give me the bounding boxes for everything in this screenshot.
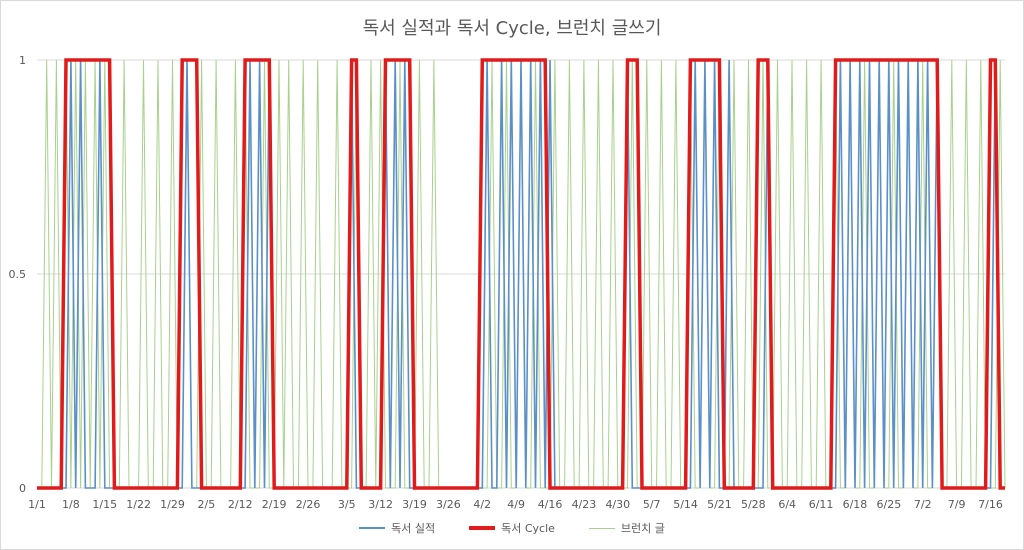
legend-swatch-blue (359, 527, 386, 529)
x-tick-label: 1/1 (28, 498, 46, 511)
x-tick-label: 5/14 (673, 498, 698, 511)
x-tick-label: 7/9 (948, 498, 966, 511)
y-tick-label: 1 (19, 54, 26, 67)
x-tick-label: 2/26 (296, 498, 321, 511)
legend-item-brunch: 브런치 글 (588, 520, 665, 536)
x-tick-label: 3/12 (368, 498, 393, 511)
x-tick-label: 5/28 (741, 498, 766, 511)
x-tick-label: 1/8 (62, 498, 80, 511)
x-tick-label: 4/16 (538, 498, 563, 511)
x-tick-label: 6/25 (876, 498, 901, 511)
series-reading-cycle (37, 58, 1005, 490)
x-tick-label: 6/4 (778, 498, 796, 511)
x-tick-label: 5/7 (643, 498, 661, 511)
y-tick-labels: 00.51 (9, 54, 27, 495)
x-tick-label: 6/18 (843, 498, 868, 511)
y-tick-label: 0 (19, 482, 26, 495)
legend-label: 독서 Cycle (501, 522, 555, 535)
series-line-reading-cycle (37, 58, 1005, 490)
legend-label: 브런치 글 (620, 522, 665, 535)
legend-item-reading-actual: 독서 실적 (359, 520, 435, 536)
x-tick-labels: 1/1 1/8 1/15 1/22 1/29 2/5 2/12 2/19 2/26 3/5 3/12… (28, 498, 1003, 511)
x-tick-label: 4/2 (473, 498, 491, 511)
x-tick-label: 2/19 (262, 498, 287, 511)
x-tick-label: 1/15 (92, 498, 117, 511)
x-tick-label: 1/29 (160, 498, 185, 511)
chart-title: 독서 실적과 독서 Cycle, 브런치 글쓰기 (362, 18, 662, 39)
x-tick-label: 6/11 (809, 498, 834, 511)
x-tick-label: 4/30 (605, 498, 630, 511)
x-tick-label: 4/23 (572, 498, 597, 511)
y-tick-label: 0.5 (9, 268, 27, 281)
legend-label: 독서 실적 (391, 522, 436, 535)
x-tick-label: 3/19 (402, 498, 427, 511)
legend-item-reading-cycle: 독서 Cycle (469, 520, 555, 536)
legend-swatch-red (469, 526, 496, 530)
x-tick-label: 1/22 (126, 498, 151, 511)
x-tick-label: 5/21 (707, 498, 732, 511)
x-tick-label: 2/5 (198, 498, 216, 511)
x-tick-label: 3/5 (338, 498, 356, 511)
legend: 독서 실적 독서 Cycle 브런치 글 (0, 520, 1024, 536)
legend-swatch-green (588, 527, 615, 529)
x-tick-label: 3/26 (436, 498, 461, 511)
x-tick-label: 7/2 (914, 498, 932, 511)
x-tick-label: 2/12 (228, 498, 253, 511)
x-tick-label: 7/16 (978, 498, 1003, 511)
x-tick-label: 4/9 (507, 498, 525, 511)
